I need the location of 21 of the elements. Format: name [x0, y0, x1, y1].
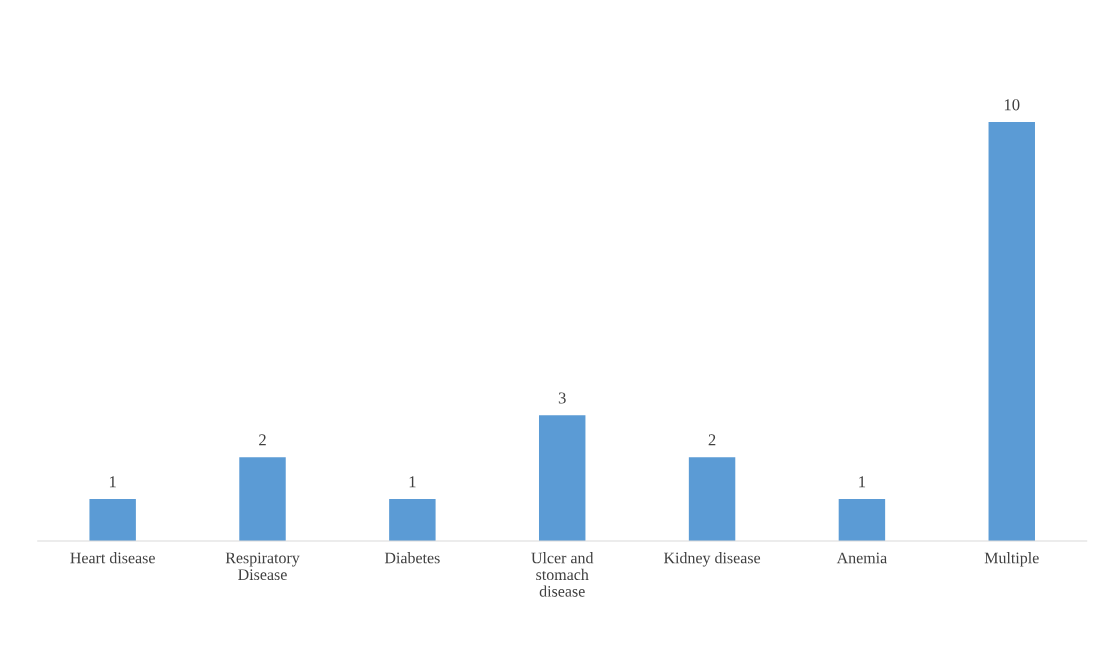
x-tick-label: Kidney disease	[663, 552, 761, 567]
data-label: 2	[259, 434, 266, 446]
x-tick-label: Anemia	[836, 552, 887, 564]
data-label: 3	[558, 392, 566, 404]
x-tick-label: Multiple	[984, 552, 1039, 567]
x-tick-label: Heart disease	[70, 552, 155, 564]
bar	[89, 499, 136, 541]
bar	[988, 122, 1035, 541]
x-tick-label: Diabetes	[384, 552, 440, 564]
bar	[688, 457, 736, 541]
data-label: 2	[708, 434, 716, 446]
bar	[239, 457, 286, 541]
bar	[389, 499, 436, 541]
data-label: 1	[109, 476, 116, 488]
data-label: 1	[859, 476, 866, 488]
data-label: 1	[409, 476, 416, 488]
x-tick-label: Ulcer and stomach disease	[531, 552, 594, 597]
x-tick-label: Respiratory Disease	[225, 552, 300, 581]
bar	[838, 499, 886, 541]
data-label: 10	[1004, 99, 1020, 111]
bar	[538, 415, 586, 541]
